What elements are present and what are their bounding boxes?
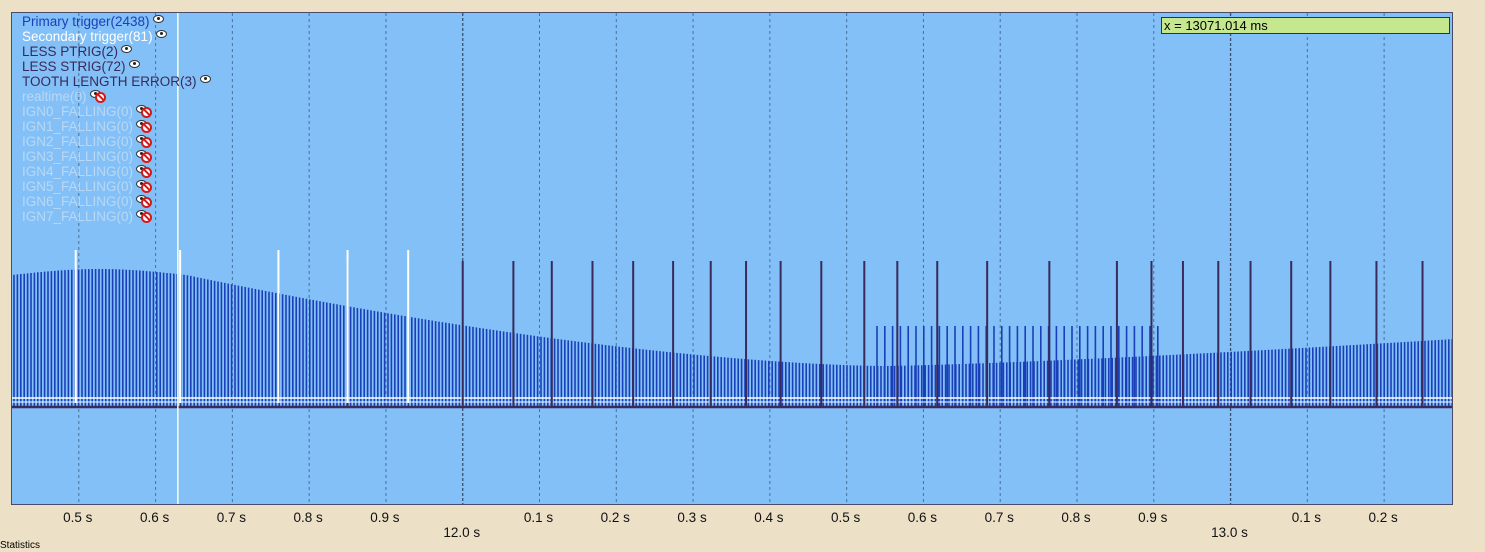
no-display-icon xyxy=(141,167,153,178)
axis-tick-label: 0.5 s xyxy=(830,510,861,525)
plot-canvas[interactable] xyxy=(12,13,1453,505)
no-display-icon xyxy=(94,92,106,103)
hidden-eye-icon[interactable] xyxy=(136,195,153,208)
primary-trigger-pulses xyxy=(13,269,1452,406)
no-display-icon xyxy=(141,197,153,208)
time-axis: 0.5 s 0.6 s 0.7 s 0.8 s 0.9 s 0.1 s 0.2 s 0.3 s… xyxy=(11,505,1453,545)
axis-tick-label: 0.7 s xyxy=(984,510,1014,525)
hidden-eye-icon[interactable] xyxy=(136,105,153,118)
legend-label: IGN5_FALLING(0) xyxy=(22,178,134,194)
axis-tick-label: 0.7 s xyxy=(216,510,246,525)
axis-tick-label: 0.6 s xyxy=(907,510,938,525)
legend-item[interactable]: IGN4_FALLING(0) xyxy=(22,163,153,179)
hidden-eye-icon[interactable] xyxy=(136,180,153,193)
legend-item[interactable]: LESS STRIG(72) xyxy=(22,58,140,74)
legend-item[interactable]: TOOTH LENGTH ERROR(3) xyxy=(22,73,211,89)
no-display-icon xyxy=(141,212,153,223)
hidden-eye-icon[interactable] xyxy=(136,120,153,133)
axis-tick-label: 0.2 s xyxy=(600,510,630,525)
legend-label: IGN1_FALLING(0) xyxy=(22,118,134,134)
axis-major-label: 12.0 s xyxy=(443,525,481,540)
eye-icon[interactable] xyxy=(128,60,140,68)
axis-tick-label: 0.8 s xyxy=(293,510,323,525)
eye-icon[interactable] xyxy=(152,15,164,23)
no-display-icon xyxy=(141,182,153,193)
legend-label: IGN2_FALLING(0) xyxy=(22,133,134,149)
legend-label: realtime(0) xyxy=(22,88,87,104)
axis-tick-label: 0.1 s xyxy=(523,510,554,525)
axis-tick-label: 0.9 s xyxy=(1138,510,1168,525)
axis-tick-label: 0.3 s xyxy=(677,510,707,525)
legend-label: LESS STRIG(72) xyxy=(22,58,126,74)
legend-label: IGN7_FALLING(0) xyxy=(22,208,134,224)
legend-item[interactable]: IGN2_FALLING(0) xyxy=(22,133,153,149)
axis-major-label: 13.0 s xyxy=(1211,525,1248,540)
no-display-icon xyxy=(141,107,153,118)
legend-label: IGN0_FALLING(0) xyxy=(22,103,134,119)
no-display-icon xyxy=(141,137,153,148)
legend-item[interactable]: IGN3_FALLING(0) xyxy=(22,148,153,164)
axis-tick-label: 0.9 s xyxy=(370,510,400,525)
legend-label: Primary trigger(2438) xyxy=(22,13,150,29)
hidden-eye-icon[interactable] xyxy=(136,135,153,148)
axis-tick-label: 0.4 s xyxy=(754,510,784,525)
hidden-eye-icon[interactable] xyxy=(136,210,153,223)
axis-tick-label: 0.8 s xyxy=(1061,510,1091,525)
legend-label: LESS PTRIG(2) xyxy=(22,43,119,59)
legend-item[interactable]: LESS PTRIG(2) xyxy=(22,43,133,59)
legend-label: TOOTH LENGTH ERROR(3) xyxy=(22,73,197,89)
hidden-eye-icon[interactable] xyxy=(89,90,106,103)
axis-tick-label: 0.1 s xyxy=(1291,510,1321,525)
no-display-icon xyxy=(141,152,153,163)
axis-tick-label: 0.6 s xyxy=(139,510,170,525)
legend-item[interactable]: IGN5_FALLING(0) xyxy=(22,178,153,194)
no-display-icon xyxy=(141,122,153,133)
eye-icon[interactable] xyxy=(199,75,211,83)
legend-item[interactable]: Secondary trigger(81) xyxy=(22,28,167,44)
eye-icon[interactable] xyxy=(155,30,167,38)
legend-item[interactable]: Primary trigger(2438) xyxy=(22,13,164,29)
axis-tick-label: 0.5 s xyxy=(63,510,93,525)
legend-label: IGN4_FALLING(0) xyxy=(22,163,134,179)
legend-label: IGN3_FALLING(0) xyxy=(22,148,134,164)
eye-icon[interactable] xyxy=(121,45,133,53)
statistics-label[interactable]: Statistics xyxy=(0,540,41,551)
axis-tick-label: 0.2 s xyxy=(1368,510,1398,525)
legend-item[interactable]: IGN6_FALLING(0) xyxy=(22,193,153,209)
legend-label: Secondary trigger(81) xyxy=(22,28,153,44)
hidden-eye-icon[interactable] xyxy=(136,165,153,178)
legend-label: IGN6_FALLING(0) xyxy=(22,193,134,209)
hidden-eye-icon[interactable] xyxy=(136,150,153,163)
legend-item[interactable]: IGN1_FALLING(0) xyxy=(22,118,153,134)
cursor-readout: x = 13071.014 ms xyxy=(1161,17,1450,34)
legend-item[interactable]: realtime(0) xyxy=(22,88,106,104)
legend-item[interactable]: IGN7_FALLING(0) xyxy=(22,208,153,224)
signal-plot[interactable]: Primary trigger(2438) Secondary trigger(8… xyxy=(11,12,1453,505)
legend-item[interactable]: IGN0_FALLING(0) xyxy=(22,103,153,119)
